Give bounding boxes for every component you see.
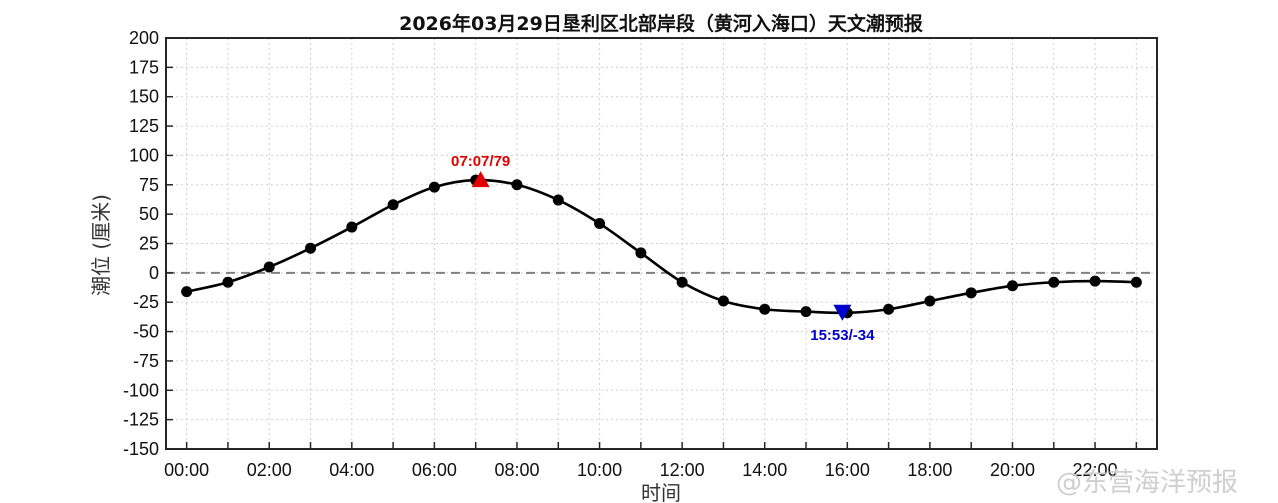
x-tick-label: 08:00	[494, 460, 539, 480]
y-tick-label: 125	[129, 116, 159, 136]
y-tick-label: 200	[129, 28, 159, 48]
x-tick-label: 04:00	[329, 460, 374, 480]
low-tide-label: 15:53/-34	[810, 327, 875, 344]
y-tick-label: -25	[133, 292, 159, 312]
x-axis-label: 时间	[641, 481, 681, 503]
y-tick-label: -150	[123, 439, 159, 459]
data-point	[635, 247, 647, 259]
low-tide-marker	[833, 304, 852, 321]
y-tick-label: 75	[139, 175, 159, 195]
y-axis-label: 潮位 (厘米)	[89, 194, 113, 296]
data-point	[387, 199, 399, 211]
data-point	[263, 261, 275, 273]
y-tick-label: -75	[133, 351, 159, 371]
data-point	[717, 295, 729, 307]
watermark-text: @东营海洋预报	[1056, 468, 1238, 498]
x-tick-label: 10:00	[577, 460, 622, 480]
chart-title: 2026年03月29日垦利区北部岸段（黄河入海口）天文潮预报	[399, 12, 923, 35]
x-tick-label: 16:00	[825, 460, 870, 480]
data-point	[346, 221, 358, 233]
data-point	[883, 303, 895, 315]
y-axis-ticks: 200 175 150 125 100 75 50 25 0 -25 -50 -75 -100 -125 -…	[123, 28, 173, 459]
y-tick-label: 25	[139, 234, 159, 254]
data-point	[924, 295, 936, 307]
data-point	[1006, 280, 1018, 292]
y-tick-label: 150	[129, 87, 159, 107]
data-point	[1089, 275, 1101, 287]
grid	[166, 38, 1157, 449]
y-tick-label: 50	[139, 204, 159, 224]
high-tide-label: 07:07/79	[451, 153, 510, 170]
data-point	[594, 218, 606, 230]
high-tide-marker	[471, 171, 490, 188]
x-tick-label: 00:00	[164, 460, 209, 480]
data-point	[1048, 276, 1060, 288]
y-tick-label: 175	[129, 57, 159, 77]
tide-line	[186, 178, 1137, 315]
data-point	[181, 286, 193, 298]
annotations: 07:07/79 15:53/-34	[451, 153, 875, 344]
y-tick-label: -100	[123, 380, 159, 400]
y-tick-label: 100	[129, 145, 159, 165]
data-point	[552, 194, 564, 206]
y-tick-label: -50	[133, 322, 159, 342]
data-point	[965, 287, 977, 299]
data-point	[222, 276, 234, 288]
data-point	[511, 179, 523, 191]
x-axis-ticks: 00:00 02:00 04:00 06:00 08:00 10:00 12:00 14:00…	[164, 442, 1138, 480]
data-point	[1130, 276, 1142, 288]
x-tick-label: 12:00	[660, 460, 705, 480]
x-tick-label: 20:00	[990, 460, 1035, 480]
x-tick-label: 02:00	[247, 460, 292, 480]
y-tick-label: 0	[149, 263, 159, 283]
y-tick-label: -125	[123, 410, 159, 430]
x-tick-label: 06:00	[412, 460, 457, 480]
x-tick-label: 14:00	[742, 460, 787, 480]
data-point	[800, 306, 812, 318]
data-point	[428, 181, 440, 193]
x-tick-label: 18:00	[907, 460, 952, 480]
x-tick-label: 22:00	[1073, 460, 1118, 480]
tide-series	[181, 174, 1142, 319]
data-point	[305, 242, 317, 254]
data-point	[676, 276, 688, 288]
data-point	[759, 303, 771, 315]
